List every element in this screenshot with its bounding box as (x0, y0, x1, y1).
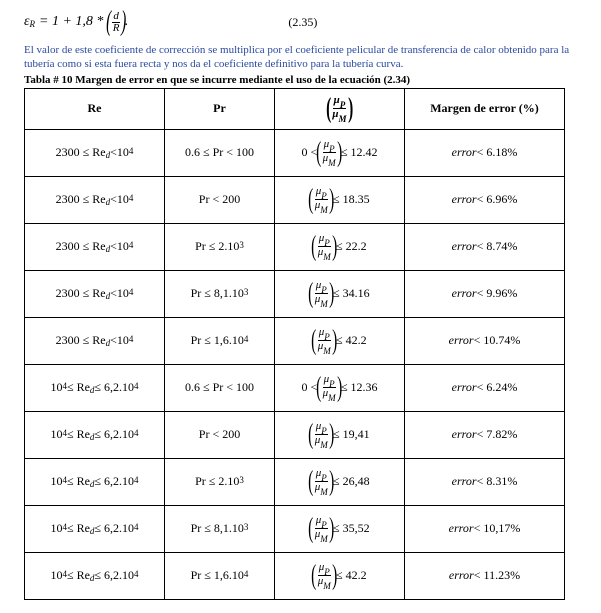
equation-line: ε R = 1 + 1,8 * ( d R ) . (2.35) (24, 8, 585, 36)
paren-close-icon: ) (121, 8, 126, 36)
cell-ratio: (μPμM) ≤ 42.2 (275, 317, 405, 364)
cell-pr: Pr ≤ 2.103 (165, 223, 275, 270)
cell-error: error < 7.82% (405, 411, 565, 458)
cell-error: error < 6.18% (405, 129, 565, 176)
equation-number: (2.35) (288, 15, 317, 30)
cell-re: 104 ≤ Red ≤ 6,2.104 (25, 458, 165, 505)
eq-fraction: d R (112, 11, 121, 34)
cell-error: error < 6.24% (405, 364, 565, 411)
cell-ratio: (μPμM) ≤ 35,52 (275, 505, 405, 552)
cell-error: error < 8.74% (405, 223, 565, 270)
cell-ratio: (μPμM) ≤ 22.2 (275, 223, 405, 270)
cell-re: 2300 ≤ Red <104 (25, 317, 165, 364)
cell-pr: Pr ≤ 1,6.104 (165, 552, 275, 599)
table-row: 2300 ≤ Red <104Pr < 200(μPμM) ≤ 18.35err… (25, 176, 565, 223)
equation: ε R = 1 + 1,8 * ( d R ) . (24, 8, 128, 36)
cell-pr: 0.6 ≤ Pr < 100 (165, 129, 275, 176)
cell-re: 104 ≤ Red ≤ 6,2.104 (25, 411, 165, 458)
cell-error: error < 9.96% (405, 270, 565, 317)
cell-error: error < 8.31% (405, 458, 565, 505)
table-title: Tabla # 10 Margen de error en que se inc… (24, 74, 585, 86)
cell-error: error < 10,17% (405, 505, 565, 552)
cell-re: 104 ≤ Red ≤ 6,2.104 (25, 552, 165, 599)
header-error: Margen de error (%) (405, 88, 565, 129)
cell-pr: Pr ≤ 2.103 (165, 458, 275, 505)
cell-re: 104 ≤ Red ≤ 6,2.104 (25, 505, 165, 552)
table-header-row: Re Pr ( μP μM ) Margen de error (%) (25, 88, 565, 129)
table-row: 104 ≤ Red ≤ 6,2.104Pr < 200(μPμM) ≤ 19,4… (25, 411, 565, 458)
cell-pr: Pr ≤ 8,1.103 (165, 270, 275, 317)
cell-pr: 0.6 ≤ Pr < 100 (165, 364, 275, 411)
cell-ratio: 0 < (μPμM) ≤ 12.42 (275, 129, 405, 176)
cell-ratio: (μPμM) ≤ 19,41 (275, 411, 405, 458)
cell-re: 2300 ≤ Red <104 (25, 270, 165, 317)
eq-lhs-sub: R (30, 19, 36, 29)
cell-ratio: (μPμM) ≤ 26,48 (275, 458, 405, 505)
table-row: 104 ≤ Red ≤ 6,2.104Pr ≤ 1,6.104(μPμM) ≤ … (25, 552, 565, 599)
table-row: 2300 ≤ Red <104Pr ≤ 1,6.104(μPμM) ≤ 42.2… (25, 317, 565, 364)
table-row: 2300 ≤ Red <1040.6 ≤ Pr < 1000 < (μPμM) … (25, 129, 565, 176)
header-re: Re (25, 88, 165, 129)
cell-ratio: (μPμM) ≤ 42.2 (275, 552, 405, 599)
page: ε R = 1 + 1,8 * ( d R ) . (2.35) El valo… (0, 0, 601, 613)
cell-re: 2300 ≤ Red <104 (25, 129, 165, 176)
cell-error: error < 11.23% (405, 552, 565, 599)
paren-open-icon: ( (107, 8, 112, 36)
cell-pr: Pr < 200 (165, 411, 275, 458)
table-row: 104 ≤ Red ≤ 6,2.104Pr ≤ 2.103(μPμM) ≤ 26… (25, 458, 565, 505)
error-table: Re Pr ( μP μM ) Margen de error (%) 2300… (24, 88, 565, 600)
table-row: 104 ≤ Red ≤ 6,2.1040.6 ≤ Pr < 1000 < (μP… (25, 364, 565, 411)
cell-re: 104 ≤ Red ≤ 6,2.104 (25, 364, 165, 411)
cell-pr: Pr < 200 (165, 176, 275, 223)
cell-ratio: (μPμM) ≤ 18.35 (275, 176, 405, 223)
table-row: 2300 ≤ Red <104Pr ≤ 2.103(μPμM) ≤ 22.2er… (25, 223, 565, 270)
header-pr: Pr (165, 88, 275, 129)
cell-re: 2300 ≤ Red <104 (25, 223, 165, 270)
eq-frac-den: R (112, 23, 121, 34)
cell-ratio: (μPμM) ≤ 34.16 (275, 270, 405, 317)
header-ratio: ( μP μM ) (275, 88, 405, 129)
cell-pr: Pr ≤ 8,1.103 (165, 505, 275, 552)
cell-error: error < 10.74% (405, 317, 565, 364)
table-row: 2300 ≤ Red <104Pr ≤ 8,1.103(μPμM) ≤ 34.1… (25, 270, 565, 317)
eq-mid: = 1 + 1,8 * (39, 14, 103, 30)
cell-error: error < 6.96% (405, 176, 565, 223)
cell-ratio: 0 < (μPμM) ≤ 12.36 (275, 364, 405, 411)
description-text: El valor de este coeficiente de correcci… (24, 44, 585, 72)
table-row: 104 ≤ Red ≤ 6,2.104Pr ≤ 8,1.103(μPμM) ≤ … (25, 505, 565, 552)
cell-re: 2300 ≤ Red <104 (25, 176, 165, 223)
eq-frac-num: d (112, 11, 120, 23)
cell-pr: Pr ≤ 1,6.104 (165, 317, 275, 364)
